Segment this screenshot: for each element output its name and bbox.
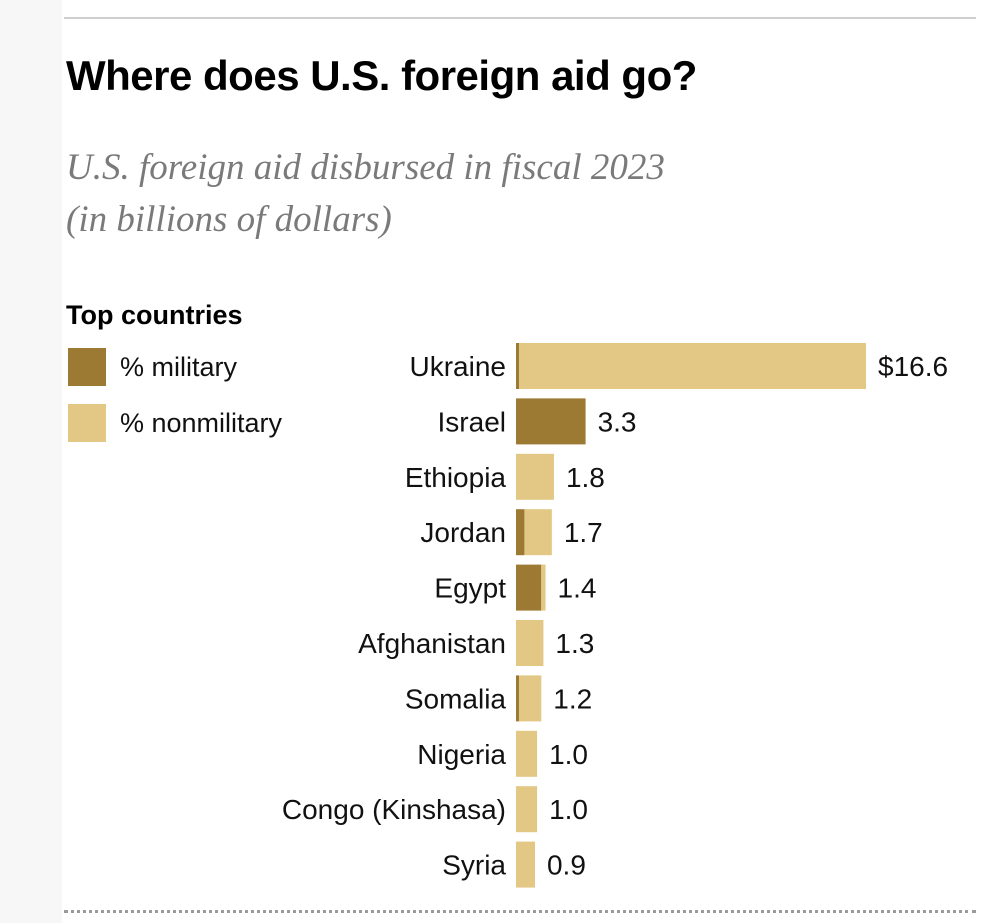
- bar-nonmilitary-ethiopia: [516, 453, 554, 500]
- legend-swatch-nonmilitary: [68, 404, 106, 442]
- category-label-ukraine: Ukraine: [410, 351, 506, 382]
- bar-nonmilitary-syria: [516, 841, 535, 888]
- category-label-egypt: Egypt: [434, 573, 506, 604]
- legend-swatch-military: [68, 348, 106, 386]
- category-label-afghanistan: Afghanistan: [358, 628, 506, 659]
- bar-nonmilitary-egypt: [541, 564, 546, 611]
- value-label-nigeria: 1.0: [549, 739, 588, 770]
- bar-nonmilitary-afghanistan: [516, 620, 544, 666]
- bar-military-jordan: [516, 509, 525, 556]
- value-label-egypt: 1.4: [558, 573, 597, 604]
- category-label-nigeria: Nigeria: [417, 739, 506, 770]
- value-label-congo-kinshasa: 1.0: [549, 794, 588, 825]
- subtitle-line-1: U.S. foreign aid disbursed in fiscal 202…: [66, 147, 665, 188]
- bar-military-egypt: [516, 564, 542, 611]
- bar-nonmilitary-ukraine: [519, 343, 866, 389]
- bar-nonmilitary-somalia: [519, 675, 542, 722]
- value-label-jordan: 1.7: [564, 517, 603, 548]
- bar-military-ukraine: [516, 343, 519, 389]
- value-label-israel: 3.3: [598, 406, 637, 437]
- value-label-ethiopia: 1.8: [566, 462, 605, 493]
- chart-title: Where does U.S. foreign aid go?: [66, 52, 697, 99]
- category-label-congo-kinshasa: Congo (Kinshasa): [282, 794, 506, 825]
- bar-nonmilitary-jordan: [524, 509, 552, 556]
- legend-label-military: % military: [120, 352, 238, 382]
- subtitle-line-2: (in billions of dollars): [66, 199, 392, 240]
- value-label-somalia: 1.2: [553, 683, 592, 714]
- bar-nonmilitary-congo-kinshasa: [516, 786, 538, 833]
- chart-subtitle: U.S. foreign aid disbursed in fiscal 202…: [66, 142, 665, 246]
- category-label-jordan: Jordan: [420, 517, 506, 548]
- bottom-dotted-divider: [64, 910, 976, 913]
- left-margin-shade: [0, 0, 62, 923]
- category-label-israel: Israel: [438, 406, 506, 437]
- legend-label-nonmilitary: % nonmilitary: [120, 408, 283, 438]
- value-label-ukraine: $16.6: [878, 351, 948, 382]
- category-label-syria: Syria: [442, 850, 506, 881]
- category-label-ethiopia: Ethiopia: [405, 462, 507, 493]
- bar-military-somalia: [516, 675, 519, 722]
- bar-military-israel: [516, 398, 586, 445]
- section-title: Top countries: [66, 300, 243, 330]
- value-label-syria: 0.9: [547, 850, 586, 881]
- bar-nonmilitary-nigeria: [516, 730, 538, 777]
- top-divider: [64, 17, 976, 19]
- value-label-afghanistan: 1.3: [555, 628, 594, 659]
- category-label-somalia: Somalia: [405, 683, 507, 714]
